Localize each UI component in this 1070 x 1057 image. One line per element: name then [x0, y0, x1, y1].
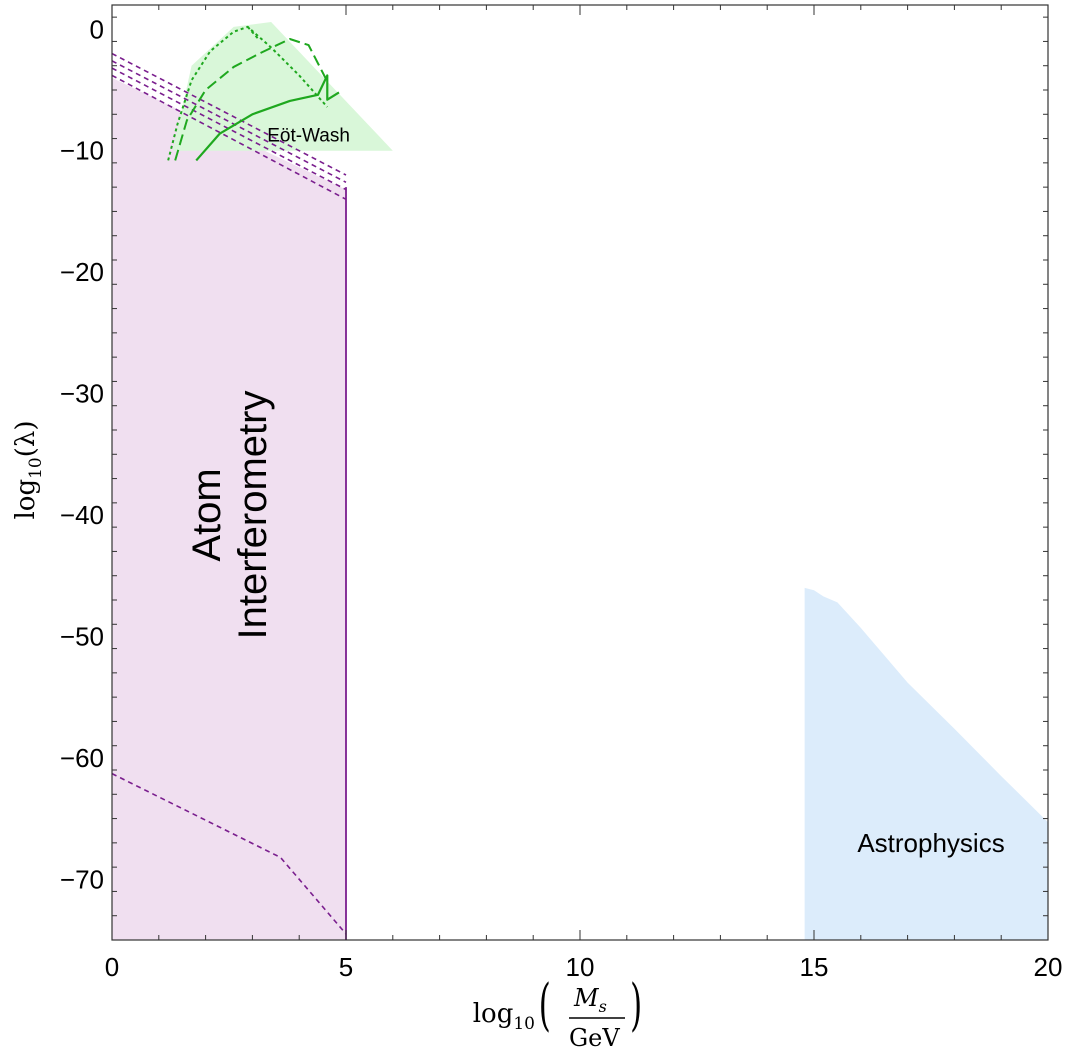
series-line-4: [111, 772, 347, 935]
region-0-label-line: Atom: [185, 468, 229, 561]
x-axis-left-paren: (: [539, 972, 551, 1038]
series-line-7: [174, 38, 329, 161]
region-2-label: Astrophysics: [857, 828, 1004, 858]
region-1-label-line: Eöt-Wash: [267, 126, 350, 147]
region-2-label-line: Astrophysics: [857, 828, 1004, 858]
series-line-2: [111, 67, 347, 191]
y-tick-label: −70: [60, 864, 104, 894]
svg-text:log10(λ): log10(λ): [11, 420, 46, 519]
y-axis-sub: 10: [26, 457, 46, 479]
ticks-layer: 0 5 10 15 20 0 −10 −20 −30 −40 −50 −60 −70: [60, 5, 1063, 982]
region-0-label: AtomInterferometry: [185, 391, 275, 640]
region-0-area: [112, 77, 346, 941]
y-tick-label: 0: [90, 14, 104, 44]
x-axis-num-sub: s: [599, 997, 607, 1016]
region-1-area: [172, 22, 393, 151]
y-tick-label: −60: [60, 743, 104, 773]
y-axis-var: (λ): [11, 420, 41, 457]
region-1-label: Eöt-Wash: [267, 126, 350, 147]
x-tick-label: 20: [1034, 952, 1063, 982]
region-2-area: [804, 587, 1048, 940]
series-line-0: [111, 52, 347, 176]
region-0-label-line: Interferometry: [231, 391, 275, 640]
y-tick-label: −30: [60, 379, 104, 409]
svg-text:log10: log10: [473, 999, 535, 1034]
x-axis-prefix: log: [473, 999, 514, 1029]
x-axis-right-paren: ): [630, 972, 642, 1038]
x-axis-title: log10 ( Ms GeV ): [473, 972, 642, 1052]
y-tick-label: −20: [60, 257, 104, 287]
series-line-6: [195, 74, 340, 162]
x-axis-den: GeV: [569, 1024, 620, 1052]
y-axis-title: log10(λ): [11, 420, 46, 519]
x-axis-sub: 10: [513, 1014, 535, 1034]
region-labels-layer: AtomInterferometry Eöt-Wash Astrophysics: [185, 126, 1005, 858]
y-tick-label: −50: [60, 621, 104, 651]
x-tick-label: 5: [339, 952, 353, 982]
x-tick-label: 10: [566, 952, 595, 982]
y-tick-label: −10: [60, 136, 104, 166]
x-axis-num: M: [573, 984, 600, 1012]
y-axis-prefix: log: [11, 479, 41, 520]
series-line-9: [246, 26, 261, 41]
y-tick-label: −40: [60, 500, 104, 530]
regions-layer: [112, 22, 1048, 941]
x-tick-label: 0: [105, 952, 119, 982]
svg-text:Ms: Ms: [573, 984, 607, 1016]
series-line-3: [111, 74, 347, 200]
series-layer: [111, 25, 347, 940]
x-tick-label: 15: [800, 952, 829, 982]
series-line-1: [111, 60, 347, 183]
